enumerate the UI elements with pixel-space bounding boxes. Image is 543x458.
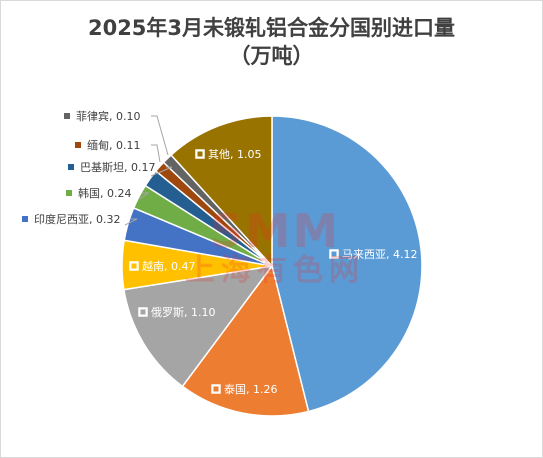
slice-label: 菲律宾, 0.10 <box>64 109 169 156</box>
chart-title: 2025年3月未锻轧铝合金分国别进口量 （万吨） <box>0 14 543 70</box>
leader-line <box>151 115 169 156</box>
legend-key <box>22 216 28 222</box>
slice-label: 巴基斯坦, 0.17 <box>68 160 173 177</box>
legend-key-fill <box>131 263 137 269</box>
watermark: SMM 上海有色网 <box>170 208 380 286</box>
leader-line <box>124 218 138 226</box>
legend-key-fill <box>213 386 219 392</box>
legend-key-fill <box>140 309 146 315</box>
slice-label-text: 其他, 1.05 <box>208 148 262 161</box>
slice-label-text: 缅甸, 0.11 <box>87 138 141 152</box>
leader-line <box>151 144 161 163</box>
legend-key <box>68 164 74 170</box>
slice-label: 印度尼西亚, 0.32 <box>22 212 138 226</box>
leader-line <box>139 192 150 200</box>
legend-key <box>75 142 81 148</box>
pie-slice <box>123 264 274 388</box>
legend-key <box>64 113 70 119</box>
slice-label: 缅甸, 0.11 <box>75 138 161 163</box>
legend-key <box>66 190 72 196</box>
pie-slice <box>181 264 310 417</box>
slice-label: 韩国, 0.24 <box>66 186 150 200</box>
slice-label-text: 韩国, 0.24 <box>78 186 132 200</box>
slice-label: 俄罗斯, 1.10 <box>138 306 216 319</box>
slice-label: 越南, 0.47 <box>129 259 196 273</box>
slice-label: 马来西亚, 4.12 <box>329 248 418 261</box>
chart-title-line2: （万吨） <box>229 44 314 68</box>
slice-label-text: 菲律宾, 0.10 <box>76 109 141 123</box>
slice-label-text: 巴基斯坦, 0.17 <box>80 160 156 174</box>
slice-label-text: 越南, 0.47 <box>142 259 196 273</box>
watermark-logo-text: SMM <box>209 204 341 258</box>
slice-label-text: 俄罗斯, 1.10 <box>151 306 216 319</box>
slice-label-text: 印度尼西亚, 0.32 <box>34 212 121 226</box>
slice-label-text: 泰国, 1.26 <box>224 382 278 396</box>
pie-slice <box>271 115 423 413</box>
watermark-site-name: 上海有色网 <box>185 253 365 288</box>
leader-line <box>150 166 173 177</box>
slice-label-text: 马来西亚, 4.12 <box>342 248 418 261</box>
slice-label: 泰国, 1.26 <box>211 382 278 396</box>
legend-key-fill <box>197 151 203 157</box>
chart-title-line1: 2025年3月未锻轧铝合金分国别进口量 <box>87 16 456 40</box>
legend-key-fill <box>331 251 337 257</box>
slice-label: 其他, 1.05 <box>195 148 262 161</box>
